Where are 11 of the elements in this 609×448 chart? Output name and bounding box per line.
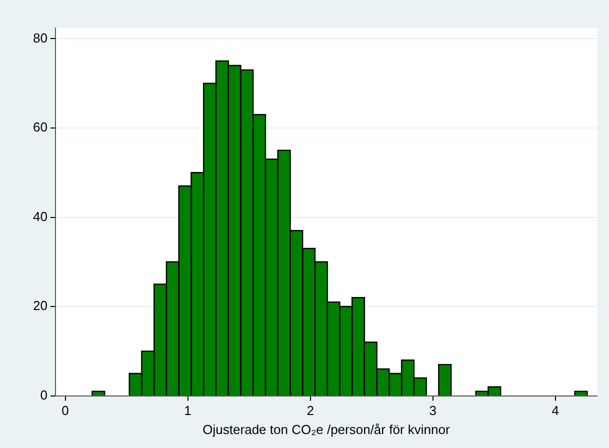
y-tick-label: 60 xyxy=(32,120,48,135)
x-axis-title: Ojusterade ton CO₂e /person/år för kvinnor xyxy=(202,422,450,437)
y-tick-label: 40 xyxy=(32,208,48,224)
x-tick-label: 2 xyxy=(306,403,314,418)
x-tick-label: 4 xyxy=(552,403,559,418)
y-tick-label: 0 xyxy=(40,387,48,402)
x-tick-label: 0 xyxy=(62,403,69,418)
x-tick-label: 1 xyxy=(184,403,192,418)
y-tick-label: 20 xyxy=(32,298,48,314)
y-tick-label: 80 xyxy=(32,30,48,46)
x-tick-label: 3 xyxy=(429,403,436,418)
